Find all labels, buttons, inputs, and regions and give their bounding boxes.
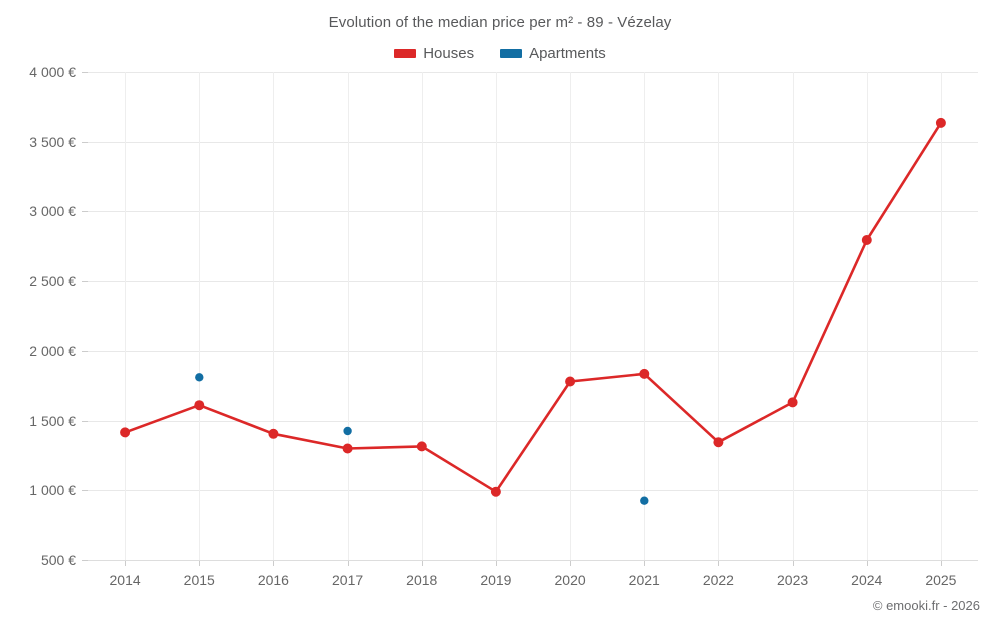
x-tick-label: 2016 (257, 572, 289, 588)
grid-line-horizontal (88, 281, 978, 283)
x-tick-label: 2020 (554, 572, 586, 588)
x-tick-mark (940, 560, 942, 566)
y-tick-mark (82, 141, 88, 143)
x-tick-mark (273, 560, 275, 566)
y-tick-mark (82, 350, 88, 352)
x-tick-label: 2018 (406, 572, 438, 588)
y-tick-mark (82, 560, 88, 561)
x-tick-label: 2019 (480, 572, 512, 588)
y-tick-mark (82, 281, 88, 283)
grid-line-vertical (644, 72, 646, 560)
grid-line-vertical (570, 72, 572, 560)
x-tick-mark (570, 560, 572, 566)
grid-line-vertical (421, 72, 423, 560)
y-tick-label: 500 € (40, 552, 76, 568)
grid-line-vertical (125, 72, 127, 560)
x-tick-mark (792, 560, 794, 566)
y-tick-label: 1 000 € (29, 482, 76, 499)
chart-legend: Houses Apartments (0, 45, 1000, 62)
grid-line-vertical (866, 72, 868, 560)
footer-credit: © emooki.fr - 2026 (872, 598, 980, 613)
x-tick-label: 2021 (628, 572, 660, 588)
y-tick-mark (82, 211, 88, 213)
grid-line-vertical (792, 72, 794, 560)
x-axis-line (88, 560, 978, 561)
x-tick-mark (718, 560, 720, 566)
grid-line-vertical (273, 72, 275, 560)
y-tick-label: 4 000 € (29, 64, 76, 80)
y-tick-label: 3 000 € (29, 203, 76, 220)
grid-line-horizontal (88, 141, 978, 143)
legend-swatch-houses (394, 49, 417, 58)
y-tick-mark (82, 420, 88, 422)
y-tick-label: 3 500 € (29, 133, 76, 150)
plot-area (88, 72, 978, 561)
x-tick-mark (421, 560, 423, 566)
x-tick-label: 2017 (332, 572, 364, 588)
y-tick-mark (82, 490, 88, 492)
x-tick-label: 2015 (183, 572, 215, 588)
legend-item-houses[interactable]: Houses (394, 45, 474, 62)
legend-swatch-apartments (500, 49, 523, 58)
y-tick-label: 2 500 € (29, 273, 76, 290)
x-tick-mark (125, 560, 127, 566)
x-tick-mark (644, 560, 646, 566)
y-tick-label: 2 000 € (29, 342, 76, 359)
x-tick-mark (347, 560, 349, 566)
y-tick-mark (82, 72, 88, 73)
legend-label-apartments: Apartments (529, 45, 606, 62)
grid-line-horizontal (88, 72, 978, 73)
grid-line-vertical (718, 72, 720, 560)
grid-line-vertical (347, 72, 349, 560)
legend-item-apartments[interactable]: Apartments (500, 45, 606, 62)
x-tick-label: 2023 (777, 572, 809, 588)
grid-line-horizontal (88, 350, 978, 352)
x-tick-label: 2014 (109, 572, 141, 588)
x-tick-label: 2025 (925, 572, 957, 588)
grid-line-horizontal (88, 490, 978, 492)
grid-line-horizontal (88, 420, 978, 422)
y-tick-label: 1 500 € (29, 412, 76, 429)
grid-line-vertical (199, 72, 201, 560)
x-tick-label: 2022 (702, 572, 734, 588)
chart-title: Evolution of the median price per m² - 8… (328, 14, 672, 31)
grid-line-vertical (495, 72, 497, 560)
x-tick-mark (199, 560, 201, 566)
legend-label-houses: Houses (423, 45, 475, 62)
grid-line-horizontal (88, 211, 978, 213)
x-tick-mark (866, 560, 868, 566)
x-tick-mark (495, 560, 497, 566)
grid-line-vertical (940, 72, 942, 560)
x-tick-label: 2024 (851, 572, 883, 588)
